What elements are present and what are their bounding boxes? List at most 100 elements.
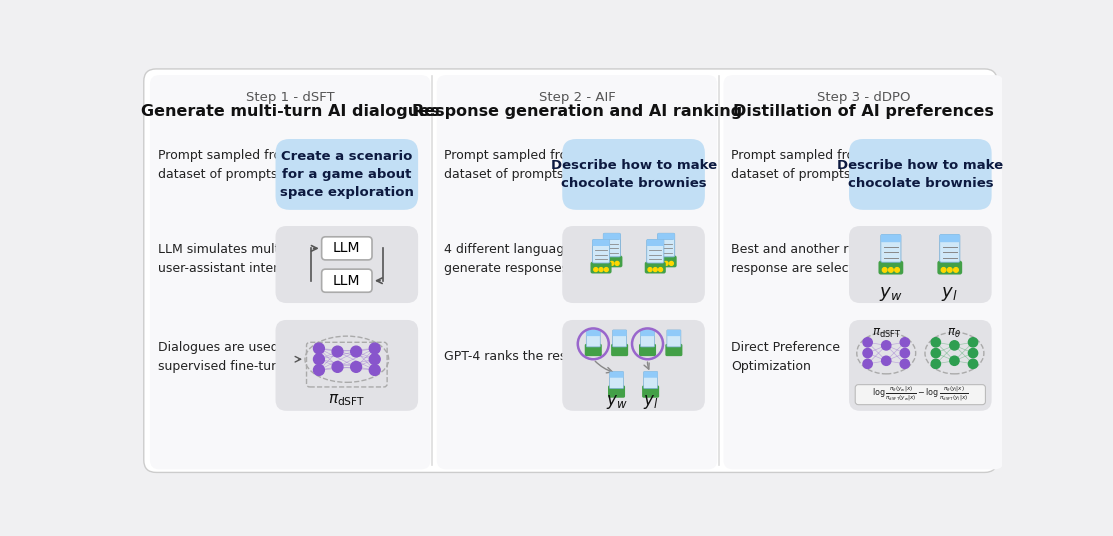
FancyBboxPatch shape (601, 256, 622, 267)
FancyBboxPatch shape (610, 371, 623, 378)
FancyBboxPatch shape (591, 262, 611, 273)
Text: LLM: LLM (333, 241, 361, 255)
Text: Dialogues are used for
supervised fine-tuning.: Dialogues are used for supervised fine-t… (158, 341, 302, 373)
Circle shape (370, 364, 381, 375)
Text: Best and another random
response are selected.: Best and another random response are sel… (731, 243, 892, 275)
FancyBboxPatch shape (656, 256, 677, 267)
Text: $\pi_\theta$: $\pi_\theta$ (947, 326, 962, 340)
FancyBboxPatch shape (642, 385, 659, 398)
FancyBboxPatch shape (647, 240, 663, 263)
FancyBboxPatch shape (587, 330, 600, 347)
Text: Direct Preference
Optimization: Direct Preference Optimization (731, 341, 840, 373)
FancyBboxPatch shape (612, 330, 627, 336)
FancyBboxPatch shape (723, 75, 1004, 470)
Text: $y_l$: $y_l$ (643, 392, 659, 411)
Circle shape (888, 267, 894, 272)
FancyBboxPatch shape (880, 234, 900, 242)
Text: Distillation of AI preferences: Distillation of AI preferences (733, 105, 994, 120)
Text: $y_l$: $y_l$ (942, 285, 958, 303)
Circle shape (610, 262, 614, 265)
Circle shape (863, 338, 873, 347)
FancyBboxPatch shape (658, 233, 674, 240)
FancyBboxPatch shape (276, 139, 418, 210)
FancyBboxPatch shape (562, 226, 705, 303)
Circle shape (351, 346, 362, 357)
FancyBboxPatch shape (939, 234, 959, 242)
FancyBboxPatch shape (603, 233, 620, 257)
FancyBboxPatch shape (878, 260, 904, 274)
Text: $\log\frac{\pi_\theta(y_w|x)}{\pi_{\mathrm{dSFT}}(y_w|x)} - \log\frac{\pi_\theta: $\log\frac{\pi_\theta(y_w|x)}{\pi_{\math… (873, 385, 968, 404)
FancyBboxPatch shape (667, 330, 681, 336)
FancyBboxPatch shape (658, 233, 674, 257)
Text: Prompt sampled from
dataset of prompts.: Prompt sampled from dataset of prompts. (444, 149, 580, 181)
FancyBboxPatch shape (144, 69, 997, 472)
FancyBboxPatch shape (641, 330, 654, 336)
FancyBboxPatch shape (592, 240, 610, 246)
Circle shape (653, 267, 658, 272)
FancyBboxPatch shape (849, 320, 992, 411)
Circle shape (659, 267, 662, 272)
Circle shape (900, 338, 909, 347)
FancyBboxPatch shape (667, 330, 681, 347)
FancyBboxPatch shape (647, 240, 663, 246)
FancyBboxPatch shape (612, 330, 627, 347)
Circle shape (942, 267, 946, 272)
Circle shape (863, 348, 873, 358)
Circle shape (954, 267, 958, 272)
FancyBboxPatch shape (592, 240, 610, 263)
Circle shape (900, 348, 909, 358)
Text: Generate multi-turn AI dialogues: Generate multi-turn AI dialogues (141, 105, 440, 120)
Text: GPT-4 ranks the responses.: GPT-4 ranks the responses. (444, 351, 615, 363)
FancyBboxPatch shape (939, 234, 959, 262)
FancyBboxPatch shape (322, 237, 372, 260)
Circle shape (968, 359, 977, 368)
Circle shape (895, 267, 899, 272)
Circle shape (932, 348, 940, 358)
Circle shape (949, 356, 959, 366)
Circle shape (968, 338, 977, 347)
Circle shape (351, 362, 362, 373)
Text: Response generation and AI ranking: Response generation and AI ranking (412, 105, 742, 120)
Text: Describe how to make
chocolate brownies: Describe how to make chocolate brownies (837, 159, 1004, 190)
Text: Prompt sampled from
dataset of prompts.: Prompt sampled from dataset of prompts. (731, 149, 867, 181)
Circle shape (648, 267, 652, 272)
Text: 4 different language models
generate responses.: 4 different language models generate res… (444, 243, 622, 275)
Text: $y_w$: $y_w$ (605, 392, 628, 411)
Text: Describe how to make
chocolate brownies: Describe how to make chocolate brownies (551, 159, 717, 190)
Text: $\pi_{\mathrm{dSFT}}$: $\pi_{\mathrm{dSFT}}$ (871, 326, 900, 340)
Text: $\pi_{\mathrm{dSFT}}$: $\pi_{\mathrm{dSFT}}$ (328, 392, 365, 408)
FancyBboxPatch shape (322, 269, 372, 292)
Circle shape (664, 262, 668, 265)
FancyBboxPatch shape (276, 320, 418, 411)
Circle shape (881, 356, 890, 366)
Circle shape (604, 267, 609, 272)
Circle shape (949, 341, 959, 350)
Circle shape (669, 262, 673, 265)
FancyBboxPatch shape (587, 330, 600, 336)
Circle shape (881, 341, 890, 350)
Circle shape (932, 338, 940, 347)
FancyBboxPatch shape (666, 344, 682, 356)
Text: Prompt sampled from
dataset of prompts.: Prompt sampled from dataset of prompts. (158, 149, 293, 181)
FancyBboxPatch shape (584, 344, 602, 356)
Circle shape (599, 267, 603, 272)
Text: Step 1 - dSFT: Step 1 - dSFT (246, 91, 335, 103)
FancyBboxPatch shape (937, 260, 962, 274)
FancyBboxPatch shape (608, 385, 626, 398)
FancyBboxPatch shape (639, 344, 656, 356)
Text: LLM simulates multi-turn
user-assistant interactions.: LLM simulates multi-turn user-assistant … (158, 243, 327, 275)
Circle shape (659, 262, 663, 265)
FancyBboxPatch shape (644, 262, 666, 273)
FancyBboxPatch shape (276, 226, 418, 303)
Text: Step 3 - dDPO: Step 3 - dDPO (817, 91, 910, 103)
FancyBboxPatch shape (603, 233, 620, 240)
Circle shape (593, 267, 598, 272)
Circle shape (883, 267, 887, 272)
Text: Create a scenario
for a game about
space exploration: Create a scenario for a game about space… (279, 150, 414, 199)
Circle shape (947, 267, 952, 272)
Circle shape (968, 348, 977, 358)
FancyBboxPatch shape (849, 139, 992, 210)
FancyBboxPatch shape (641, 330, 654, 347)
Text: Step 2 - AIF: Step 2 - AIF (539, 91, 615, 103)
FancyBboxPatch shape (880, 234, 900, 262)
